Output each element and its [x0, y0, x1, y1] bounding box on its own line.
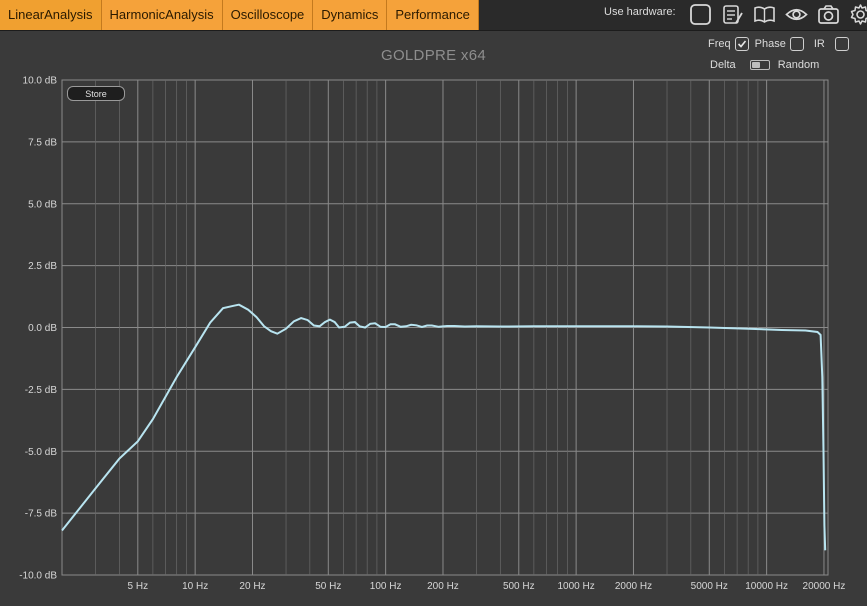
y-tick-label: 10.0 dB	[23, 76, 58, 87]
y-axis-ticks: 10.0 dB 7.5 dB 5.0 dB 2.5 dB 0.0 dB -2.5 dB -5…	[19, 76, 57, 582]
store-button[interactable]: Store	[67, 86, 125, 101]
x-tick-label: 5000 Hz	[691, 581, 728, 592]
y-tick-label: -5.0 dB	[25, 447, 58, 458]
y-tick-label: -2.5 dB	[25, 385, 58, 396]
delta-label: Delta	[710, 59, 736, 71]
toggle-knob	[751, 62, 760, 68]
frequency-response-curve	[61, 303, 827, 551]
x-tick-label: 50 Hz	[315, 581, 341, 592]
x-tick-label: 10 Hz	[182, 581, 208, 592]
x-tick-label: 20 Hz	[239, 581, 265, 592]
x-tick-label: 5 Hz	[128, 581, 149, 592]
delta-options: Delta Random	[710, 59, 823, 71]
phase-checkbox[interactable]	[789, 37, 804, 51]
delta-random-toggle[interactable]	[749, 60, 770, 70]
analysis-tabs: LinearAnalysis HarmonicAnalysis Oscillos…	[0, 0, 479, 30]
ir-label: IR	[813, 38, 825, 50]
x-tick-label: 100 Hz	[370, 581, 402, 592]
random-label: Random	[777, 59, 820, 71]
y-tick-label: 2.5 dB	[28, 261, 57, 272]
top-toolbar: LinearAnalysis HarmonicAnalysis Oscillos…	[0, 0, 867, 31]
tab-harmonic-analysis[interactable]: HarmonicAnalysis	[101, 0, 223, 30]
gear-icon[interactable]	[849, 3, 867, 26]
y-tick-label: -7.5 dB	[25, 509, 58, 520]
analysis-panel	[2, 31, 865, 604]
y-tick-label: 7.5 dB	[28, 137, 57, 148]
use-hardware-label: Use hardware:	[604, 6, 676, 18]
tab-oscilloscope[interactable]: Oscilloscope	[222, 0, 314, 30]
hardware-icon-group	[689, 3, 867, 26]
eye-icon[interactable]	[785, 3, 808, 26]
x-tick-label: 20000 Hz	[803, 581, 846, 592]
x-tick-label: 200 Hz	[427, 581, 459, 592]
x-axis-ticks: 5 Hz 10 Hz 20 Hz 50 Hz 100 Hz 200 Hz 500 Hz 100…	[128, 581, 846, 592]
freq-checkbox[interactable]	[734, 37, 749, 51]
book-icon[interactable]	[753, 3, 776, 26]
tab-dynamics[interactable]: Dynamics	[313, 0, 388, 30]
notes-icon[interactable]	[721, 3, 744, 26]
view-options: Freq Phase IR	[708, 37, 855, 51]
x-tick-label: 500 Hz	[503, 581, 535, 592]
freq-label: Freq	[708, 38, 731, 50]
checkmark-icon	[737, 40, 746, 48]
tab-performance[interactable]: Performance	[387, 0, 479, 30]
y-tick-label: 5.0 dB	[28, 199, 57, 210]
x-tick-label: 1000 Hz	[558, 581, 595, 592]
x-tick-label: 2000 Hz	[615, 581, 652, 592]
tab-linear-analysis[interactable]: LinearAnalysis	[0, 0, 102, 30]
phase-label: Phase	[754, 38, 786, 50]
checkbox-square-icon[interactable]	[689, 3, 712, 26]
camera-icon[interactable]	[817, 3, 840, 26]
y-tick-label: 0.0 dB	[28, 323, 57, 334]
x-tick-label: 10000 Hz	[745, 581, 788, 592]
y-tick-label: -10.0 dB	[19, 571, 57, 582]
plot-title: GOLDPRE x64	[380, 47, 486, 64]
ir-checkbox[interactable]	[834, 37, 849, 51]
